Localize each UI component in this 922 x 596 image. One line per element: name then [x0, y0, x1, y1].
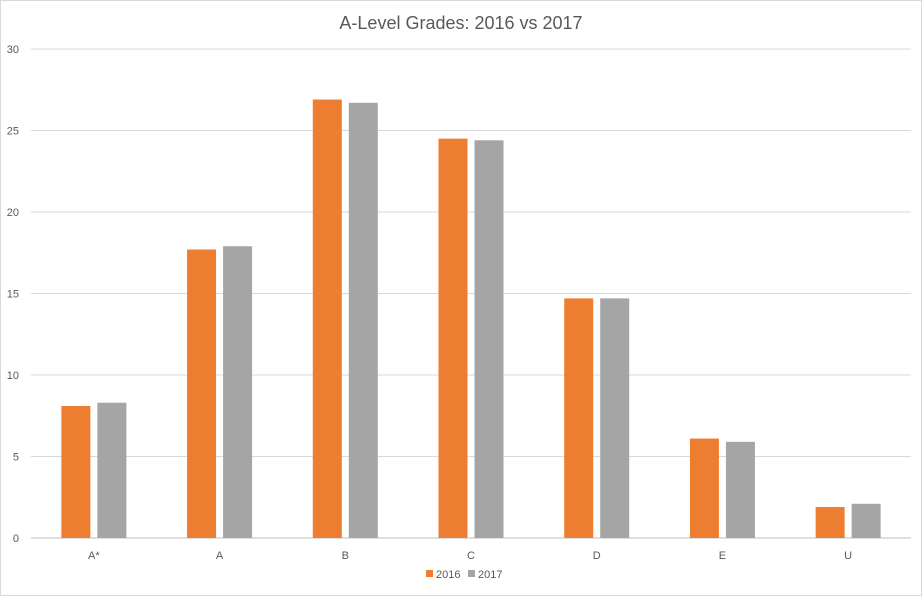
legend: 2016 2017 — [426, 569, 502, 581]
legend-label-2017: 2017 — [478, 569, 502, 581]
legend-swatch-2017 — [468, 570, 475, 577]
y-tick-label: 5 — [13, 452, 19, 464]
y-tick-label: 30 — [7, 44, 19, 56]
y-tick-label: 25 — [7, 126, 19, 138]
bar-2016-E — [689, 438, 719, 538]
x-tick-label: E — [719, 550, 726, 562]
x-axis-ticks: A* A B C D E U — [88, 550, 852, 562]
bar-2016-A* — [61, 405, 91, 538]
x-tick-label: C — [467, 550, 475, 562]
bar-2017-C — [474, 140, 504, 538]
bar-2016-C — [438, 138, 468, 538]
x-tick-label: B — [342, 550, 349, 562]
y-tick-label: 20 — [7, 207, 19, 219]
y-tick-label: 10 — [7, 370, 19, 382]
bar-2017-U — [851, 503, 881, 538]
legend-swatch-2016 — [426, 570, 433, 577]
bars — [61, 99, 881, 539]
bar-2016-A — [187, 249, 217, 539]
y-axis-ticks: 0 5 10 15 20 25 30 — [7, 44, 19, 545]
x-tick-label: A — [216, 550, 224, 562]
y-tick-label: 15 — [7, 289, 19, 301]
y-tick-label: 0 — [13, 533, 19, 545]
legend-label-2016: 2016 — [436, 569, 460, 581]
bar-2017-D — [600, 298, 630, 538]
chart-title: A-Level Grades: 2016 vs 2017 — [339, 13, 582, 33]
bar-2017-E — [725, 441, 755, 538]
bar-2017-A* — [97, 402, 127, 538]
bar-2016-U — [815, 507, 845, 538]
x-tick-label: D — [593, 550, 601, 562]
bar-2017-B — [348, 102, 378, 538]
bar-2017-A — [223, 246, 253, 539]
x-tick-label: U — [844, 550, 852, 562]
gridlines — [31, 48, 911, 539]
x-tick-label: A* — [88, 550, 100, 562]
bar-2016-D — [564, 298, 594, 538]
bar-2016-B — [312, 99, 342, 538]
